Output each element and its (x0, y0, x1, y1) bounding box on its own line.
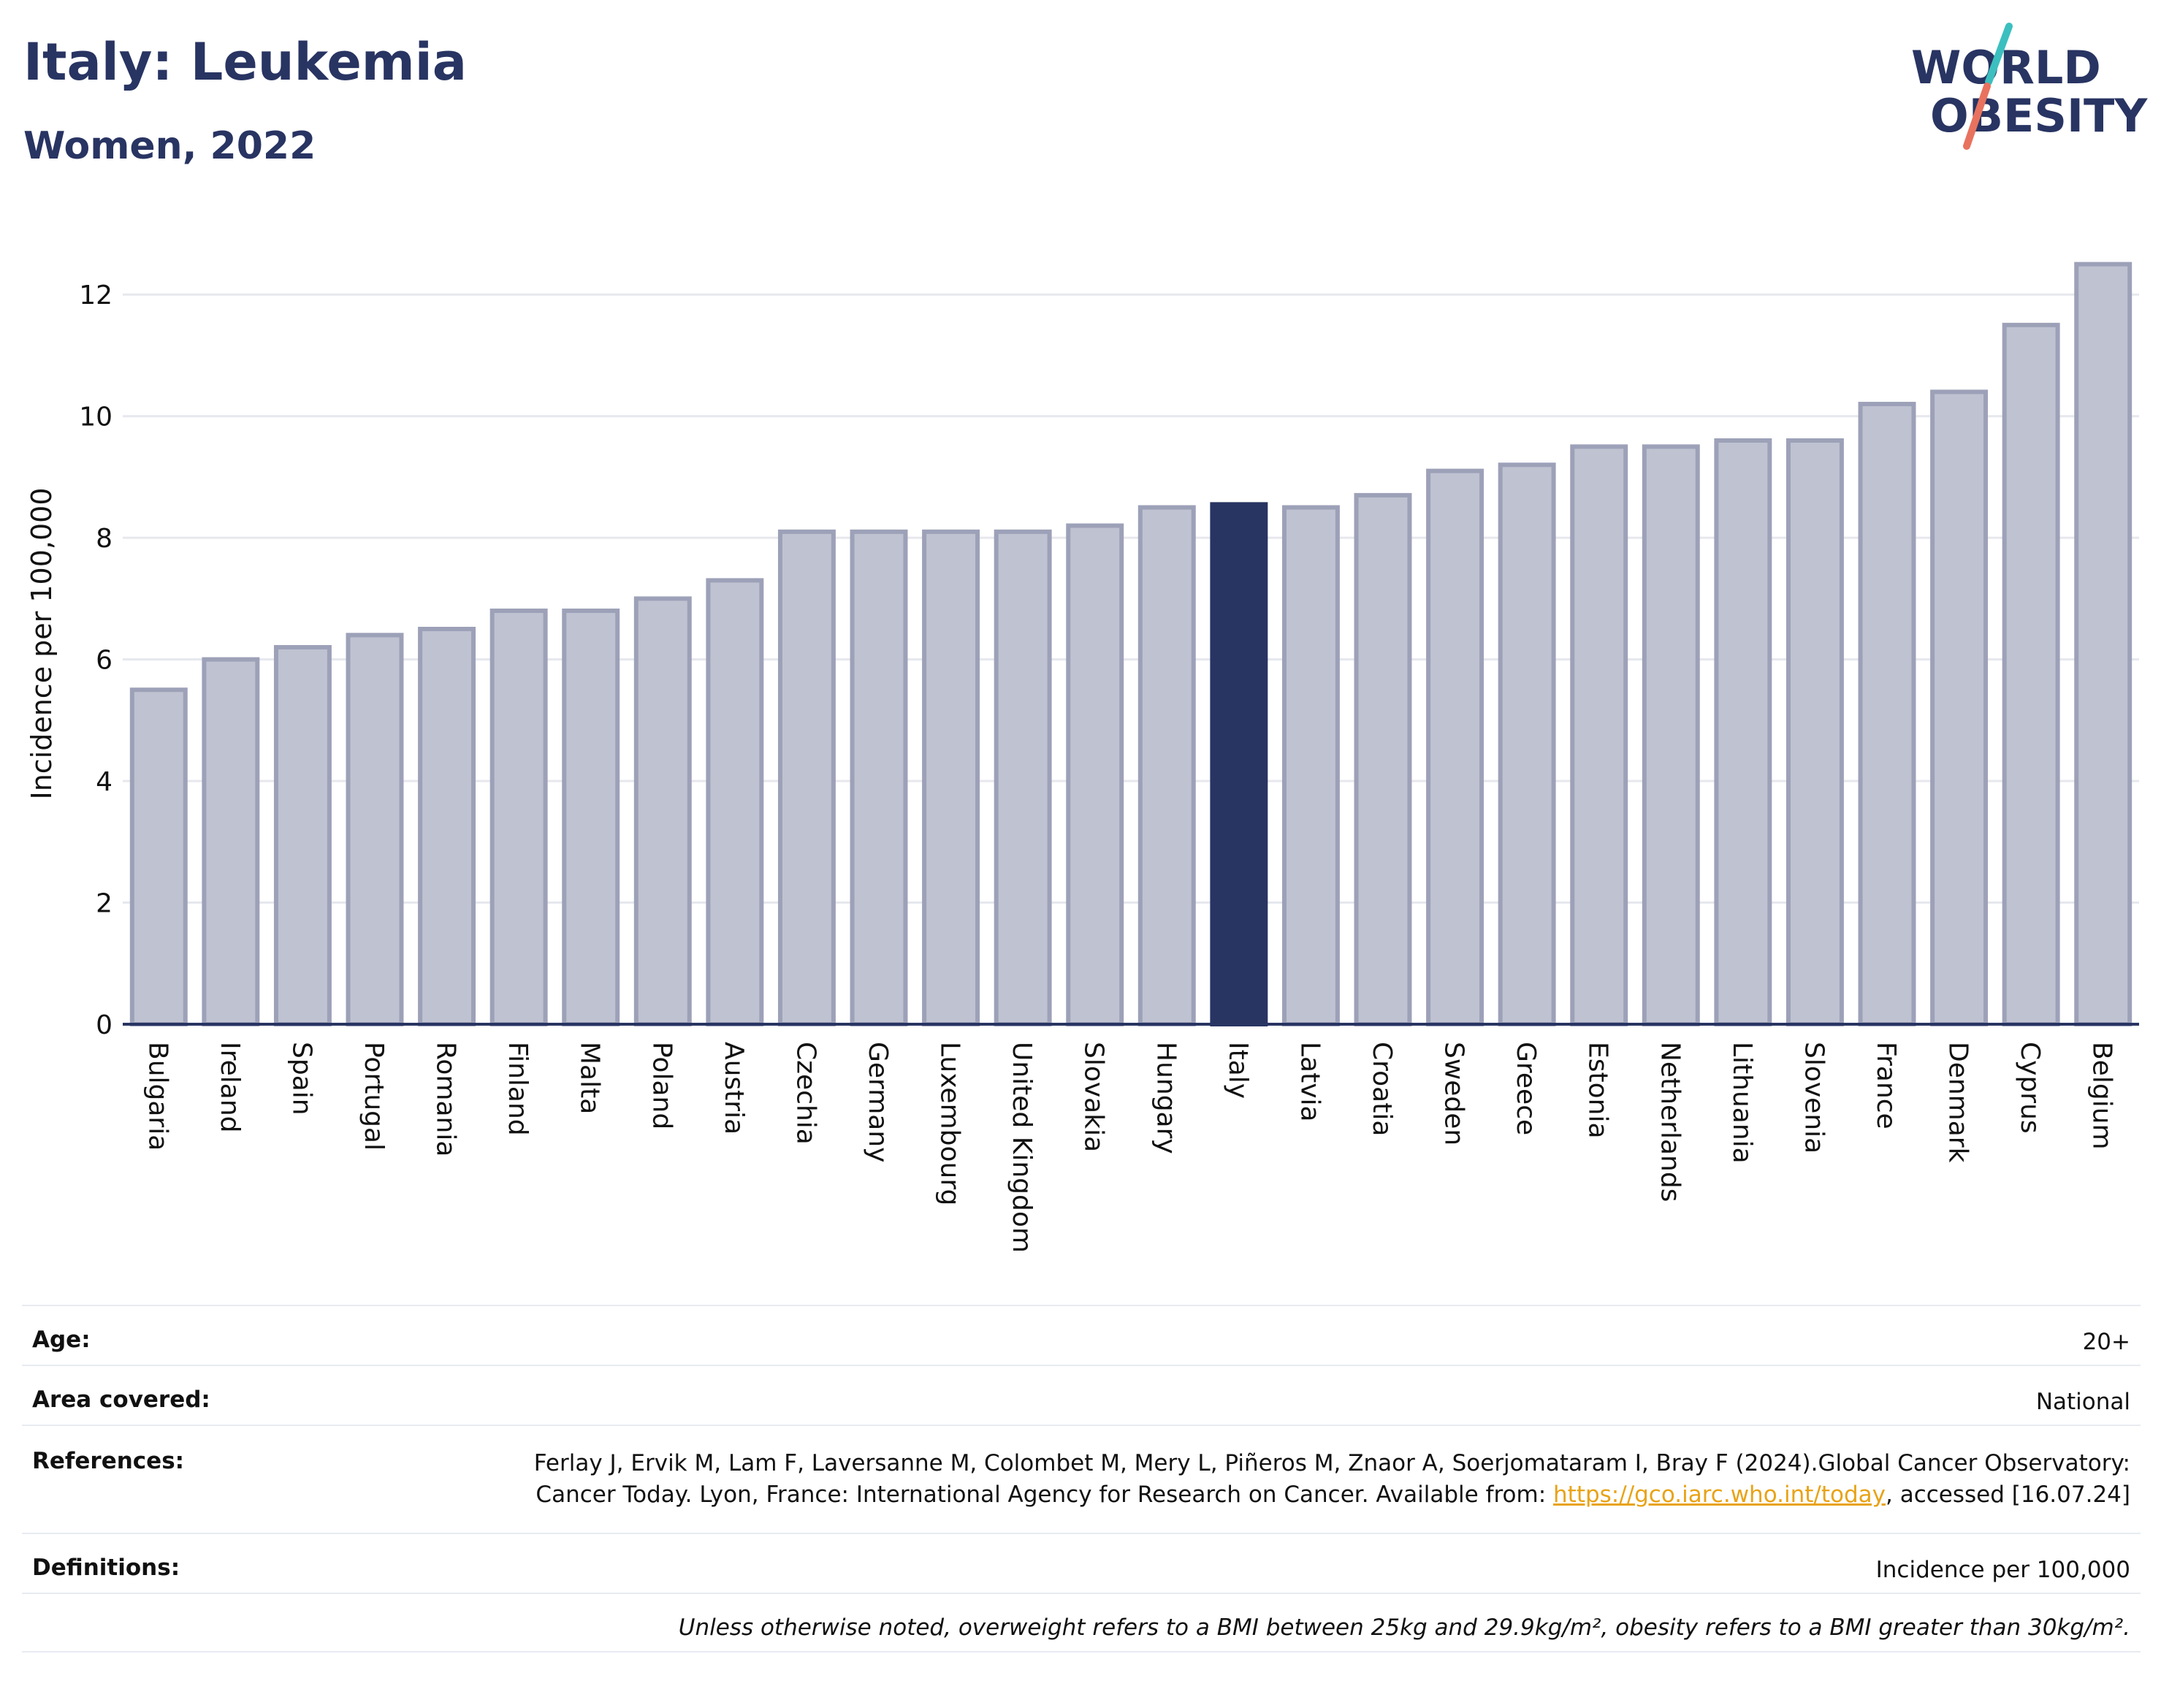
meta-row-age: Age: 20+ (22, 1305, 2141, 1365)
y-axis-label: Incidence per 100,000 (26, 487, 58, 799)
x-tick-label: Greece (1511, 1042, 1541, 1135)
definitions-label: Definitions: (32, 1555, 180, 1581)
bar-greece (1498, 462, 1556, 1026)
references-text-2: , accessed [16.07.24] (1885, 1482, 2130, 1508)
y-tick-labels: 0 2 4 6 8 10 12 (79, 281, 113, 1040)
x-tick-label: Ireland (215, 1042, 245, 1133)
meta-row-area: Area covered: National (22, 1365, 2141, 1425)
bar-estonia (1570, 444, 1628, 1026)
x-tick-label: Cyprus (2015, 1042, 2045, 1134)
bar-croatia (1354, 492, 1412, 1026)
references-link[interactable]: https://gco.iarc.who.int/today (1553, 1482, 1886, 1508)
bar-finland (489, 609, 548, 1026)
bar-lithuania (1714, 438, 1772, 1026)
y-tick-label: 12 (79, 281, 113, 310)
x-tick-label: Germany (863, 1042, 893, 1162)
definitions-value: Incidence per 100,000 (1875, 1557, 2130, 1583)
references-label: References: (32, 1448, 185, 1474)
x-tick-label: Belgium (2087, 1042, 2117, 1150)
logo-slash-coral (1963, 83, 1991, 150)
bar-sweden (1426, 468, 1485, 1027)
x-tick-label: Romania (431, 1042, 461, 1156)
bmi-note: Unless otherwise noted, overweight refer… (678, 1614, 2130, 1641)
x-tick-label: Spain (286, 1042, 316, 1116)
metadata-table: Age: 20+ Area covered: National Referenc… (22, 1305, 2141, 1652)
bar-belgium (2074, 262, 2133, 1027)
x-tick-label: Latvia (1295, 1042, 1325, 1122)
y-tick-label: 2 (96, 889, 113, 919)
x-tick-label: Czechia (790, 1042, 820, 1145)
bar-netherlands (1642, 444, 1700, 1026)
bar-latvia (1281, 505, 1340, 1026)
x-tick-label: Slovenia (1799, 1042, 1829, 1154)
bars (129, 262, 2133, 1027)
references-text-1: Ferlay J, Ervik M, Lam F, Laversanne M, … (533, 1450, 2130, 1508)
meta-row-references: References: Ferlay J, Ervik M, Lam F, La… (22, 1425, 2141, 1533)
x-tick-label: United Kingdom (1007, 1042, 1037, 1253)
y-tick-label: 0 (96, 1010, 113, 1040)
x-tick-label: Croatia (1367, 1042, 1397, 1136)
x-tick-label: Slovakia (1079, 1042, 1109, 1152)
x-tick-label: Netherlands (1655, 1042, 1685, 1202)
age-label: Age: (32, 1327, 91, 1353)
logo-slash-teal (1985, 23, 2013, 85)
bar-france (1858, 402, 1916, 1026)
bar-ireland (202, 657, 260, 1026)
bar-czechia (777, 529, 836, 1027)
bar-luxembourg (922, 529, 980, 1027)
bar-italy (1210, 502, 1268, 1026)
x-tick-label: Portugal (359, 1042, 389, 1151)
age-value: 20+ (2082, 1329, 2130, 1355)
bar-chart: 0 2 4 6 8 10 12 Bulgaria Ireland Spain Portugal Ro… (0, 190, 2161, 1286)
x-tick-label: Bulgaria (142, 1042, 172, 1151)
bar-spain (273, 644, 332, 1026)
page-title: Italy: Leukemia (23, 32, 467, 92)
bar-poland (633, 596, 692, 1026)
bar-malta (562, 609, 620, 1026)
x-tick-label: Finland (503, 1042, 533, 1136)
bar-bulgaria (129, 687, 188, 1026)
bar-denmark (1930, 389, 1989, 1026)
x-tick-label: Hungary (1151, 1042, 1181, 1154)
x-tick-label: Luxembourg (935, 1042, 965, 1205)
bar-cyprus (2002, 322, 2060, 1027)
x-tick-label: France (1871, 1042, 1901, 1129)
references-value: Ferlay J, Ervik M, Lam F, Laversanne M, … (523, 1448, 2130, 1511)
x-tick-label: Lithuania (1727, 1042, 1757, 1164)
logo-line-2: OBESITY (1930, 89, 2148, 142)
y-tick-label: 4 (96, 767, 113, 797)
x-tick-label: Austria (719, 1042, 749, 1135)
meta-row-definitions: Definitions: Incidence per 100,000 (22, 1533, 2141, 1593)
bar-germany (850, 529, 908, 1027)
bar-romania (418, 627, 476, 1026)
logo-line-1: WORLD (1911, 41, 2101, 94)
bar-slovenia (1785, 438, 1844, 1026)
x-tick-label: Denmark (1943, 1042, 1973, 1163)
bar-slovakia (1066, 523, 1124, 1026)
x-tick-labels: Bulgaria Ireland Spain Portugal Romania Finla… (142, 1042, 2116, 1253)
bar-austria (706, 578, 764, 1026)
area-label: Area covered: (32, 1387, 210, 1413)
meta-row-note: Unless otherwise noted, overweight refer… (22, 1593, 2141, 1652)
y-tick-label: 10 (79, 403, 113, 432)
area-value: National (2035, 1389, 2130, 1415)
bar-portugal (346, 633, 404, 1026)
x-tick-label: Italy (1223, 1042, 1253, 1099)
world-obesity-logo: WORLD OBESITY (1899, 20, 2148, 159)
x-tick-label: Estonia (1583, 1042, 1613, 1139)
x-tick-label: Poland (647, 1042, 676, 1129)
bar-united-kingdom (994, 529, 1052, 1027)
y-tick-label: 6 (96, 646, 113, 676)
bar-hungary (1137, 505, 1196, 1026)
x-tick-label: Sweden (1439, 1042, 1469, 1145)
x-tick-label: Malta (575, 1042, 605, 1114)
y-tick-label: 8 (96, 524, 113, 554)
page-subtitle: Women, 2022 (23, 124, 316, 168)
